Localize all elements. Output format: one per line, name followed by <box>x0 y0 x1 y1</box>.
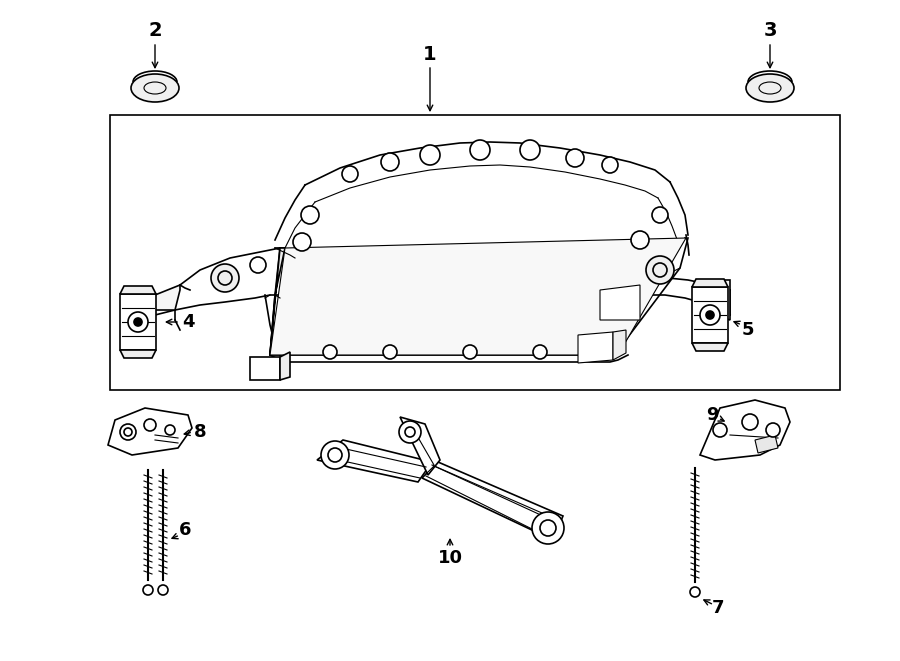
Text: 3: 3 <box>763 20 777 40</box>
Circle shape <box>399 421 421 443</box>
Polygon shape <box>280 352 290 380</box>
Polygon shape <box>120 350 156 358</box>
Circle shape <box>700 305 720 325</box>
Circle shape <box>520 140 540 160</box>
Text: 2: 2 <box>148 20 162 40</box>
Ellipse shape <box>131 74 179 102</box>
Polygon shape <box>755 435 778 453</box>
Circle shape <box>463 345 477 359</box>
Text: 4: 4 <box>182 313 194 331</box>
Text: 7: 7 <box>712 599 724 617</box>
Polygon shape <box>692 287 728 343</box>
Polygon shape <box>270 248 285 355</box>
Polygon shape <box>120 294 156 350</box>
Polygon shape <box>250 357 280 380</box>
Circle shape <box>323 345 337 359</box>
Circle shape <box>250 257 266 273</box>
Circle shape <box>566 149 584 167</box>
Circle shape <box>120 424 136 440</box>
Circle shape <box>690 587 700 597</box>
Text: 8: 8 <box>194 423 206 441</box>
Circle shape <box>652 207 668 223</box>
Text: 10: 10 <box>437 549 463 567</box>
Circle shape <box>713 423 727 437</box>
Circle shape <box>383 345 397 359</box>
Polygon shape <box>700 400 790 460</box>
Circle shape <box>646 256 674 284</box>
Text: 6: 6 <box>179 521 191 539</box>
Text: 5: 5 <box>742 321 754 339</box>
Circle shape <box>143 585 153 595</box>
Polygon shape <box>613 330 626 360</box>
Circle shape <box>532 512 564 544</box>
Circle shape <box>381 153 399 171</box>
Circle shape <box>706 311 714 319</box>
Polygon shape <box>400 417 440 475</box>
Circle shape <box>293 233 311 251</box>
Circle shape <box>134 318 142 326</box>
Circle shape <box>321 441 349 469</box>
Circle shape <box>742 414 758 430</box>
Polygon shape <box>120 286 156 294</box>
Polygon shape <box>578 332 613 363</box>
Polygon shape <box>317 440 432 482</box>
Ellipse shape <box>746 74 794 102</box>
Polygon shape <box>270 238 686 355</box>
Circle shape <box>144 419 156 431</box>
Circle shape <box>602 157 618 173</box>
Bar <box>110 115 840 390</box>
Circle shape <box>470 140 490 160</box>
Circle shape <box>342 166 358 182</box>
Circle shape <box>631 231 649 249</box>
Polygon shape <box>600 285 640 320</box>
Circle shape <box>158 585 168 595</box>
Text: 1: 1 <box>423 46 436 65</box>
Polygon shape <box>692 279 728 287</box>
Polygon shape <box>155 285 180 310</box>
Circle shape <box>301 206 319 224</box>
Polygon shape <box>692 343 728 351</box>
Polygon shape <box>422 462 563 540</box>
Circle shape <box>165 425 175 435</box>
Text: 9: 9 <box>706 406 718 424</box>
Circle shape <box>211 264 239 292</box>
Circle shape <box>420 145 440 165</box>
Polygon shape <box>715 280 730 320</box>
Circle shape <box>128 312 148 332</box>
Circle shape <box>533 345 547 359</box>
Polygon shape <box>108 408 192 455</box>
Circle shape <box>766 423 780 437</box>
